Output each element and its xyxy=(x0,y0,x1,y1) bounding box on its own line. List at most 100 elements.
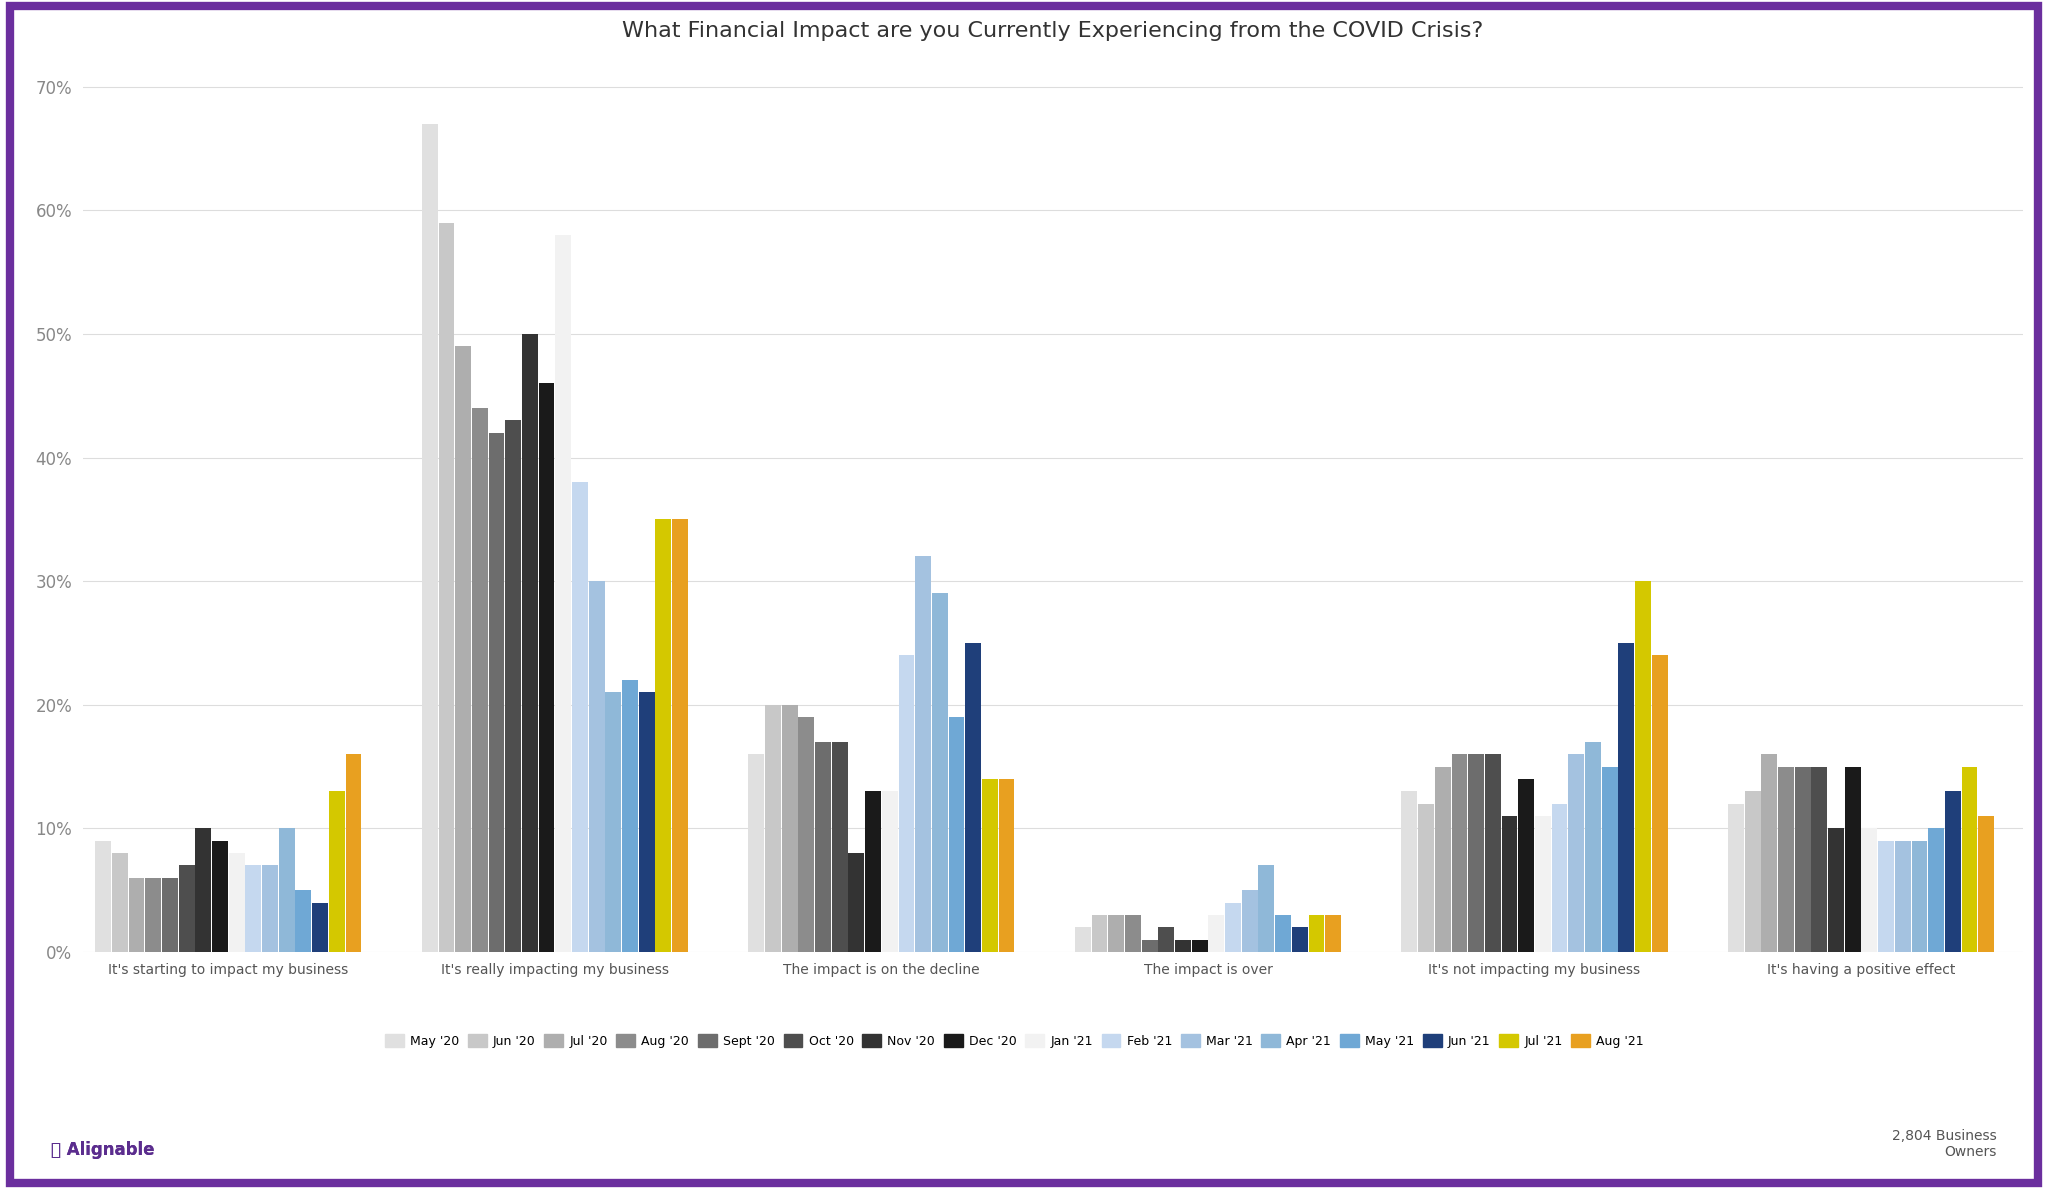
Bar xyxy=(455,346,471,952)
Bar xyxy=(1485,754,1501,952)
Bar xyxy=(1257,866,1274,952)
Bar xyxy=(1417,804,1434,952)
Bar xyxy=(1192,939,1208,952)
Bar xyxy=(1618,643,1634,952)
Bar xyxy=(422,124,438,952)
Bar xyxy=(1761,754,1778,952)
Bar xyxy=(883,792,897,952)
Bar xyxy=(1159,927,1174,952)
Bar xyxy=(899,655,913,952)
Bar xyxy=(145,877,162,952)
Bar xyxy=(588,581,604,952)
Bar xyxy=(932,593,948,952)
Bar xyxy=(522,334,539,952)
Bar xyxy=(1501,816,1518,952)
Bar xyxy=(1241,891,1257,952)
Bar xyxy=(1552,804,1567,952)
Bar xyxy=(948,717,965,952)
Bar xyxy=(330,792,344,952)
Bar xyxy=(965,643,981,952)
Bar xyxy=(113,853,127,952)
Bar xyxy=(229,853,244,952)
Bar xyxy=(1276,914,1290,952)
Text: ⓪ Alignable: ⓪ Alignable xyxy=(51,1141,156,1159)
Legend: May '20, Jun '20, Jul '20, Aug '20, Sept '20, Oct '20, Nov '20, Dec '20, Jan '21: May '20, Jun '20, Jul '20, Aug '20, Sept… xyxy=(379,1030,1649,1053)
Bar xyxy=(672,520,688,952)
Bar xyxy=(1141,939,1157,952)
Bar xyxy=(639,692,655,952)
Bar xyxy=(748,754,764,952)
Bar xyxy=(555,235,571,952)
Bar xyxy=(96,841,111,952)
Text: Ⓐ Alignable: Ⓐ Alignable xyxy=(51,1141,156,1159)
Bar xyxy=(1978,816,1995,952)
Bar xyxy=(623,680,637,952)
Bar xyxy=(999,779,1014,952)
Bar xyxy=(178,866,195,952)
Bar xyxy=(831,742,848,952)
Bar xyxy=(1911,841,1927,952)
Bar xyxy=(346,754,360,952)
Bar xyxy=(1436,767,1450,952)
Bar xyxy=(311,902,328,952)
Bar xyxy=(262,866,279,952)
Bar xyxy=(606,692,621,952)
Bar xyxy=(799,717,815,952)
Bar xyxy=(1075,927,1092,952)
Bar xyxy=(1225,902,1241,952)
Bar xyxy=(279,829,295,952)
Bar xyxy=(981,779,997,952)
Bar xyxy=(246,866,262,952)
Bar xyxy=(1794,767,1810,952)
Bar xyxy=(1962,767,1978,952)
Bar xyxy=(1745,792,1761,952)
Bar xyxy=(295,891,311,952)
Bar xyxy=(1518,779,1534,952)
Bar xyxy=(848,853,864,952)
Bar xyxy=(1862,829,1878,952)
Bar xyxy=(766,705,780,952)
Bar xyxy=(1929,829,1944,952)
Bar xyxy=(162,877,178,952)
Bar xyxy=(1878,841,1894,952)
Bar xyxy=(213,841,227,952)
Bar xyxy=(1401,792,1417,952)
Bar xyxy=(438,222,455,952)
Bar xyxy=(1325,914,1341,952)
Bar xyxy=(1634,581,1651,952)
Bar xyxy=(539,383,555,952)
Bar xyxy=(1452,754,1466,952)
Bar xyxy=(864,792,881,952)
Bar xyxy=(1602,767,1618,952)
Bar xyxy=(571,483,588,952)
Bar xyxy=(1468,754,1485,952)
Bar xyxy=(782,705,797,952)
Bar xyxy=(1653,655,1667,952)
Bar xyxy=(1309,914,1325,952)
Bar xyxy=(655,520,672,952)
Title: What Financial Impact are you Currently Experiencing from the COVID Crisis?: What Financial Impact are you Currently … xyxy=(623,21,1483,40)
Bar xyxy=(195,829,211,952)
Bar xyxy=(1810,767,1827,952)
Bar xyxy=(1829,829,1843,952)
Bar xyxy=(1569,754,1585,952)
Bar xyxy=(1946,792,1960,952)
Bar xyxy=(1292,927,1309,952)
Bar xyxy=(506,421,520,952)
Bar xyxy=(1534,816,1550,952)
Bar xyxy=(129,877,145,952)
Bar xyxy=(815,742,831,952)
Bar xyxy=(915,556,932,952)
Bar xyxy=(489,433,504,952)
Bar xyxy=(1585,742,1602,952)
Bar xyxy=(1124,914,1141,952)
Bar xyxy=(1092,914,1108,952)
Bar xyxy=(1778,767,1794,952)
Bar xyxy=(1845,767,1862,952)
Bar xyxy=(1208,914,1225,952)
Bar xyxy=(1108,914,1124,952)
Text: 2,804 Business
Owners: 2,804 Business Owners xyxy=(1892,1130,1997,1159)
Bar xyxy=(1729,804,1743,952)
Bar xyxy=(1176,939,1190,952)
Bar xyxy=(471,408,487,952)
